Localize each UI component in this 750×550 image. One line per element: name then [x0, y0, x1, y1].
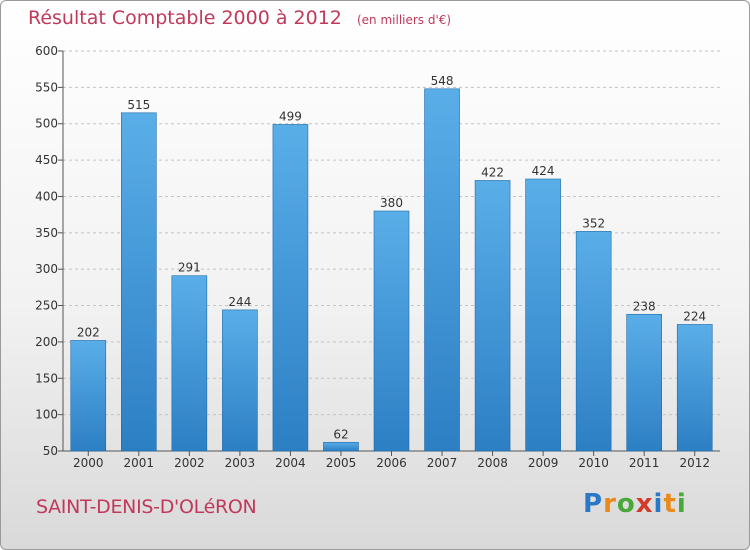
- chart-title: Résultat Comptable 2000 à 2012: [28, 7, 342, 29]
- bar-value-label: 548: [431, 74, 454, 88]
- bar-value-label: 499: [279, 109, 302, 123]
- bar-value-label: 244: [228, 295, 251, 309]
- bar: [575, 231, 612, 452]
- y-tick-label: 550: [35, 80, 58, 94]
- y-tick-label: 150: [35, 371, 58, 385]
- bar-value-label: 422: [481, 165, 504, 179]
- bar: [222, 309, 258, 452]
- bar: [171, 275, 208, 452]
- bar: [121, 112, 157, 452]
- y-tick-label: 50: [43, 444, 58, 458]
- bar-value-label: 224: [683, 309, 706, 323]
- bar: [424, 88, 460, 452]
- x-tick-label: 2004: [275, 456, 306, 470]
- bar-value-label: 424: [532, 164, 555, 178]
- commune-name: SAINT-DENIS-D'OLéRON: [36, 496, 257, 518]
- x-tick-label: 2001: [124, 456, 155, 470]
- bar: [626, 313, 662, 452]
- x-tick-label: 2010: [578, 456, 609, 470]
- logo-letter: P: [583, 489, 604, 519]
- title-line: Résultat Comptable 2000 à 2012 (en milli…: [28, 7, 451, 29]
- y-tick-label: 400: [35, 189, 58, 203]
- bar: [676, 324, 713, 452]
- x-tick-label: 2012: [679, 456, 710, 470]
- bar: [70, 340, 107, 452]
- logo-letter: i: [676, 489, 687, 519]
- x-tick-label: 2000: [73, 456, 104, 470]
- bar: [373, 210, 410, 452]
- bar-value-label: 202: [77, 325, 100, 339]
- y-tick-label: 350: [35, 226, 58, 240]
- proxiti-logo: Proxiti: [583, 489, 687, 519]
- x-tick-label: 2009: [528, 456, 559, 470]
- x-tick-label: 2003: [225, 456, 256, 470]
- y-tick-label: 450: [35, 153, 58, 167]
- logo-letter: t: [663, 489, 677, 519]
- logo-letter: i: [653, 489, 664, 519]
- bar: [525, 178, 561, 452]
- bar-value-label: 238: [633, 299, 656, 313]
- x-tick-label: 2007: [427, 456, 458, 470]
- bar-value-label: 62: [333, 427, 348, 441]
- y-tick-label: 600: [35, 44, 58, 58]
- x-tick-label: 2006: [376, 456, 407, 470]
- bar-value-label: 380: [380, 196, 403, 210]
- bar-value-label: 515: [127, 98, 150, 112]
- bar: [323, 441, 359, 452]
- bar: [272, 124, 309, 452]
- chart-unit-subtitle: (en milliers d'€): [356, 13, 452, 27]
- x-tick-label: 2011: [629, 456, 660, 470]
- y-tick-label: 500: [35, 117, 58, 131]
- bar: [474, 180, 511, 452]
- y-tick-label: 100: [35, 408, 58, 422]
- y-tick-label: 250: [35, 299, 58, 313]
- bar-value-label: 291: [178, 261, 201, 275]
- x-tick-label: 2002: [174, 456, 205, 470]
- x-tick-label: 2005: [326, 456, 357, 470]
- x-tick-label: 2008: [477, 456, 508, 470]
- logo-letter: o: [616, 489, 636, 519]
- bar-value-label: 352: [582, 216, 605, 230]
- y-tick-label: 300: [35, 262, 58, 276]
- logo-letter: r: [603, 489, 617, 519]
- y-tick-label: 200: [35, 335, 58, 349]
- logo-letter: x: [635, 489, 654, 519]
